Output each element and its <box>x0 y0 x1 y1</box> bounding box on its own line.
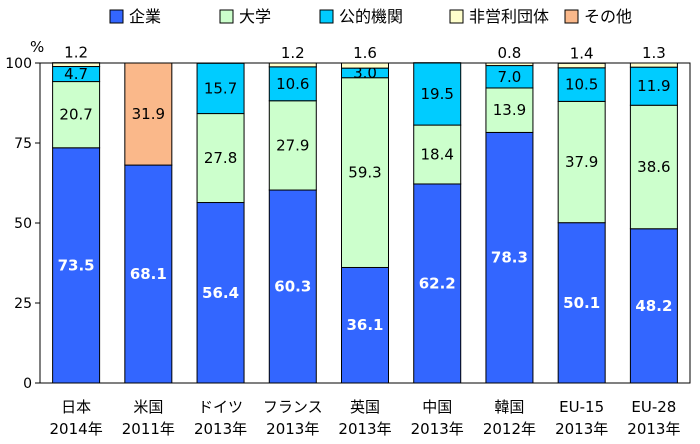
y-axis-unit: % <box>30 38 44 56</box>
x-tick-label: 米国 <box>133 398 163 416</box>
bar-segment <box>413 183 462 384</box>
x-tick-label-year: 2012年 <box>483 420 536 438</box>
legend-label-0: 企業 <box>129 7 161 26</box>
bar-segment <box>557 222 606 384</box>
bar-segment <box>196 113 245 204</box>
data-label: 68.1 <box>130 265 167 283</box>
legend-label-4: その他 <box>584 7 632 26</box>
bar-segment <box>629 66 678 106</box>
bar-segment <box>341 266 389 384</box>
x-tick-label-year: 2013年 <box>266 420 319 438</box>
data-label: 1.2 <box>64 44 88 62</box>
bar-segment <box>413 62 462 126</box>
data-label: 7.0 <box>498 68 522 86</box>
x-tick-label-year: 2014年 <box>50 420 103 438</box>
bar-segment <box>485 131 534 384</box>
x-tick-label: フランス <box>263 398 323 416</box>
data-label: 20.7 <box>59 106 92 124</box>
data-label: 15.7 <box>204 79 237 97</box>
y-tick-label: 75 <box>14 136 32 152</box>
bars: 73.5 20.7 4.7 1.2 68.1 31.9 56.4 27.8 15.7 60.3 27… <box>52 44 678 384</box>
data-label: 60.3 <box>274 278 311 296</box>
bar-segment <box>268 62 317 68</box>
x-tick-label-year: 2011年 <box>122 420 175 438</box>
bar-segment <box>557 62 606 69</box>
data-label: 0.8 <box>498 44 522 62</box>
bar-segment <box>124 164 173 384</box>
legend-swatch-0 <box>109 9 124 24</box>
data-label: 56.4 <box>202 284 239 302</box>
bar-segment <box>485 87 534 133</box>
y-tick-label: 25 <box>14 296 32 312</box>
bar-segment <box>557 67 606 102</box>
data-label: 27.9 <box>276 136 309 154</box>
data-label: 1.6 <box>353 44 377 62</box>
bar-segment <box>124 62 173 166</box>
bar-segment <box>341 77 389 268</box>
bar-segment <box>413 124 462 185</box>
bar-segment <box>52 147 101 384</box>
data-label: 11.9 <box>637 77 670 95</box>
data-label: 31.9 <box>132 105 165 123</box>
data-label: 62.2 <box>419 274 456 292</box>
bar-segment <box>557 100 606 224</box>
data-label: 18.4 <box>421 146 454 164</box>
legend: 企業 大学 公的機関 非営利団体 その他 <box>109 7 632 26</box>
x-tick-label: 韓国 <box>494 398 524 416</box>
x-axis: 日本2014年米国2011年ドイツ2013年フランス2013年英国2013年中国… <box>50 398 681 438</box>
data-label: 27.8 <box>204 149 237 167</box>
x-tick-label-year: 2013年 <box>555 420 608 438</box>
legend-swatch-2 <box>319 9 334 24</box>
bar-segment <box>196 202 245 384</box>
legend-label-2: 公的機関 <box>339 7 403 26</box>
data-label: 78.3 <box>491 249 528 267</box>
x-tick-label: 中国 <box>422 398 452 416</box>
legend-swatch-3 <box>449 9 464 24</box>
x-tick-label-year: 2013年 <box>194 420 247 438</box>
data-label: 48.2 <box>635 297 672 315</box>
data-label: 1.2 <box>281 44 305 62</box>
bar-segment <box>629 104 678 230</box>
data-label: 50.1 <box>563 294 600 312</box>
legend-label-1: 大学 <box>239 7 271 26</box>
x-tick-label: EU-15 <box>559 398 604 416</box>
bar-segment <box>268 66 317 102</box>
data-label: 10.5 <box>565 76 598 94</box>
data-label: 13.9 <box>493 101 526 119</box>
x-tick-label-year: 2013年 <box>411 420 464 438</box>
legend-label-3: 非営利団体 <box>469 7 549 26</box>
y-tick-label: 100 <box>5 56 32 72</box>
bar-segment <box>629 228 678 384</box>
y-tick-label: 0 <box>23 376 32 392</box>
data-label: 4.7 <box>64 65 88 83</box>
x-tick-label-year: 2013年 <box>338 420 391 438</box>
legend-swatch-4 <box>564 9 579 24</box>
legend-swatch-1 <box>219 9 234 24</box>
data-label: 1.4 <box>570 44 594 62</box>
x-tick-label-year: 2013年 <box>627 420 680 438</box>
data-label: 73.5 <box>58 256 95 274</box>
bar-segment <box>52 81 101 149</box>
bar-segment <box>268 100 317 191</box>
data-label: 10.6 <box>276 75 309 93</box>
data-label: 59.3 <box>348 164 381 182</box>
data-label: 36.1 <box>346 316 383 334</box>
x-tick-label: EU-28 <box>631 398 676 416</box>
x-tick-label: 日本 <box>61 398 91 416</box>
data-label: 1.3 <box>642 44 666 62</box>
x-tick-label: ドイツ <box>198 398 243 416</box>
bar-segment <box>629 62 678 68</box>
y-axis: 0 25 50 75 100 <box>5 56 40 392</box>
data-label: 38.6 <box>637 158 670 176</box>
bar-segment <box>196 62 245 115</box>
data-label: 19.5 <box>421 85 454 103</box>
bar-segment <box>268 189 317 384</box>
y-tick-label: 50 <box>14 216 32 232</box>
bar-segment <box>341 62 389 69</box>
plot-frame <box>39 62 691 384</box>
x-tick-label: 英国 <box>350 398 380 416</box>
data-label: 37.9 <box>565 153 598 171</box>
